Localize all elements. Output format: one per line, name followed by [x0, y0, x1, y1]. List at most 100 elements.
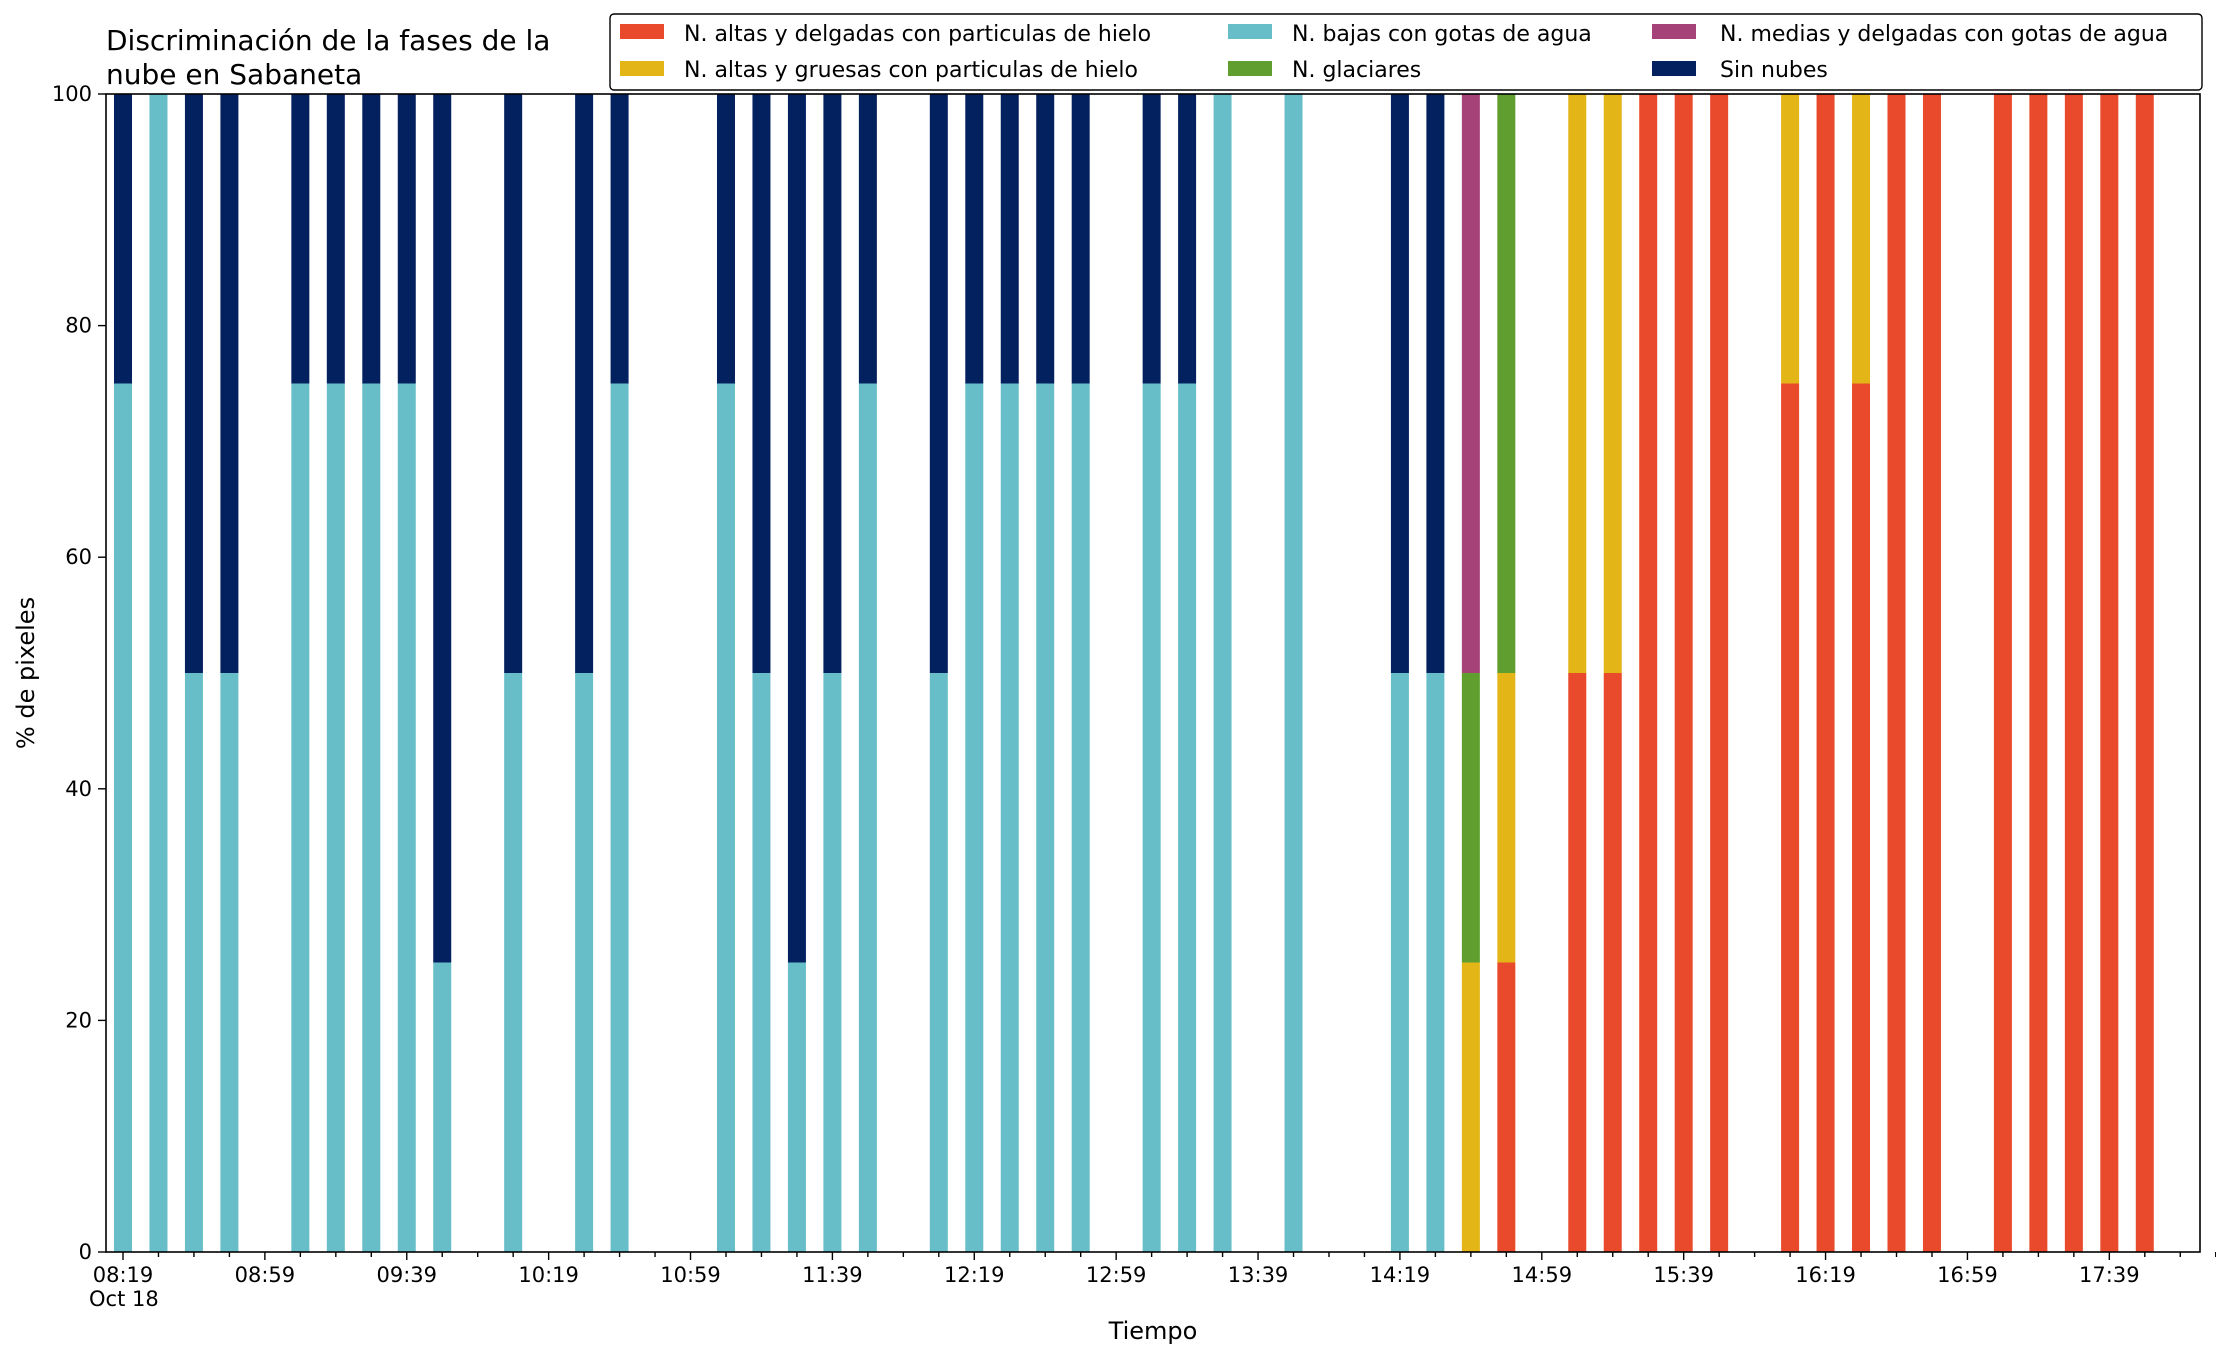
bar-segment [184, 94, 203, 673]
legend-swatch-altas-gruesas [620, 61, 664, 76]
y-axis-label: % de pixeles [12, 597, 40, 749]
bar-stack-1619 [1816, 94, 1835, 1252]
bar-segment [1426, 94, 1445, 673]
bar-segment [149, 94, 168, 1252]
bar-segment [397, 94, 416, 384]
bar-stack-1729 [2064, 94, 2083, 1252]
x-tick-label: 13:39 [1228, 1263, 1289, 1287]
x-axis-label: Tiempo [1108, 1317, 1198, 1345]
bar-stack-1709 [1993, 94, 2012, 1252]
bar-stack-1439 [1461, 94, 1480, 1252]
y-axis-ticks: 0 20 40 60 80 100 [52, 82, 106, 1264]
x-tick-label: 08:19 [93, 1263, 154, 1287]
bar-stack-0839 [184, 94, 203, 1252]
bar-segment [1284, 94, 1303, 1252]
legend-label-altas-gruesas: N. altas y gruesas con particulas de hie… [684, 58, 1138, 83]
bar-segment [2135, 94, 2154, 1252]
bar-segment [504, 94, 523, 673]
bar-segment [1781, 383, 1800, 1252]
bar-segment [575, 673, 594, 1252]
bar-segment [1071, 383, 1090, 1252]
bar-stack-1229 [1000, 94, 1019, 1252]
bar-segment [1036, 94, 1055, 384]
bar-segment [326, 94, 345, 384]
x-tick-label: 15:39 [1653, 1263, 1714, 1287]
bar-segment [1213, 94, 1232, 1252]
legend-label-medias-delgadas: N. medias y delgadas con gotas de agua [1720, 22, 2168, 47]
bar-segment [220, 673, 239, 1252]
bar-segment [504, 673, 523, 1252]
x-tick-label: 10:19 [518, 1263, 579, 1287]
bar-segment [858, 383, 877, 1252]
bar-segment [1887, 94, 1906, 1252]
bar-segment [1710, 94, 1729, 1252]
x-tick-label: 10:59 [660, 1263, 721, 1287]
bar-stack-1429 [1426, 94, 1445, 1252]
bar-segment [2100, 94, 2119, 1252]
bar-stack-1109 [716, 94, 735, 1252]
y-tick-label: 40 [65, 777, 92, 801]
x-tick-label: 11:39 [802, 1263, 863, 1287]
bar-segment [1178, 94, 1197, 384]
legend-swatch-sin-nubes [1652, 61, 1696, 76]
bar-segment [752, 94, 771, 673]
bar-stack-0919 [326, 94, 345, 1252]
bar-segment [575, 94, 594, 673]
bar-segment [1426, 673, 1445, 1252]
bar-stack-0849 [220, 94, 239, 1252]
x-tick-label: 14:59 [1512, 1263, 1573, 1287]
bar-segment [823, 94, 842, 673]
bar-segment [1390, 673, 1409, 1252]
bar-stack-1139 [823, 94, 842, 1252]
x-tick-label: 08:59 [235, 1263, 296, 1287]
bar-stack-1609 [1781, 94, 1800, 1252]
bar-segment [1461, 673, 1480, 963]
bar-segment [787, 962, 806, 1252]
bar-segment [1461, 962, 1480, 1252]
bar-segment [1816, 94, 1835, 1252]
bars-layer [114, 94, 2154, 1252]
bar-stack-1529 [1639, 94, 1658, 1252]
bar-segment [716, 94, 735, 384]
legend-label-bajas-gotas: N. bajas con gotas de agua [1292, 22, 1592, 47]
bar-segment [1993, 94, 2012, 1252]
bar-segment [1142, 383, 1161, 1252]
y-tick-label: 100 [52, 82, 92, 106]
bar-segment [326, 383, 345, 1252]
bar-stack-1329 [1213, 94, 1232, 1252]
bar-segment [2064, 94, 2083, 1252]
bar-segment [397, 383, 416, 1252]
bar-segment [1497, 673, 1516, 963]
bar-stack-1519 [1603, 94, 1622, 1252]
bar-stack-1509 [1568, 94, 1587, 1252]
bar-stack-1119 [752, 94, 771, 1252]
legend-swatch-glaciares [1228, 61, 1272, 76]
bar-stack-0949 [433, 94, 452, 1252]
x-tick-label: 16:19 [1795, 1263, 1856, 1287]
x-tick-label: 14:19 [1370, 1263, 1431, 1287]
bar-segment [965, 94, 984, 384]
legend-swatch-medias-delgadas [1652, 24, 1696, 39]
bar-stack-1719 [2029, 94, 2048, 1252]
bar-segment [610, 383, 629, 1252]
bar-segment [2029, 94, 2048, 1252]
x-axis-ticks: 08:19 08:59 09:39 10:19 10:59 11:39 12:19 12:59… [93, 1252, 2216, 1287]
plot-frame [105, 93, 2201, 1253]
bar-segment [1497, 962, 1516, 1252]
bar-segment [1781, 94, 1800, 384]
bar-segment [184, 673, 203, 1252]
bar-stack-0829 [149, 94, 168, 1252]
bar-stack-1209 [929, 94, 948, 1252]
bar-stack-0939 [397, 94, 416, 1252]
bar-segment [1674, 94, 1693, 1252]
legend: N. altas y delgadas con particulas de hi… [609, 13, 2203, 91]
bar-segment [716, 383, 735, 1252]
chart-title-line-1: Discriminación de la fases de la [106, 24, 550, 57]
bar-segment [1000, 94, 1019, 384]
bar-segment [362, 383, 381, 1252]
x-date-label: Oct 18 [89, 1287, 159, 1311]
bar-stack-1129 [787, 94, 806, 1252]
bar-segment [1603, 94, 1622, 673]
bar-stack-0909 [291, 94, 310, 1252]
